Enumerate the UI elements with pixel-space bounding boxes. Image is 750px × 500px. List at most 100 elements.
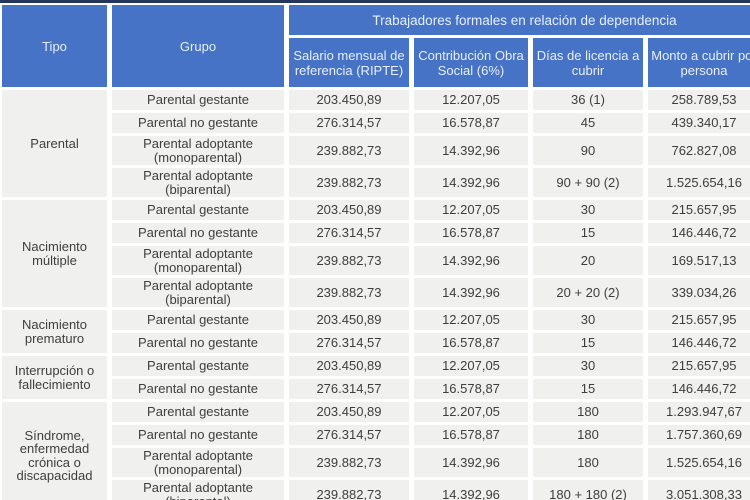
table-row: Parental adoptante (biparental) 239.882,… xyxy=(2,168,750,197)
table-row: Parental no gestante 276.314,57 16.578,8… xyxy=(2,425,750,445)
monto-cell: 146.446,72 xyxy=(648,379,750,399)
grupo-cell: Parental adoptante (biparental) xyxy=(112,278,284,307)
dias-cell: 180 xyxy=(533,425,643,445)
header-dias-licencia: Días de licencia a cubrir xyxy=(533,38,643,87)
table-row: Parental adoptante (monoparental) 239.88… xyxy=(2,136,750,165)
top-border-line xyxy=(0,0,750,3)
monto-cell: 1.293.947,67 xyxy=(648,402,750,422)
obra-social-cell: 12.207,05 xyxy=(414,310,528,330)
obra-social-cell: 14.392,96 xyxy=(414,278,528,307)
obra-social-cell: 16.578,87 xyxy=(414,223,528,243)
salario-cell: 239.882,73 xyxy=(289,246,409,275)
grupo-cell: Parental gestante xyxy=(112,200,284,220)
obra-social-cell: 14.392,96 xyxy=(414,246,528,275)
grupo-cell: Parental no gestante xyxy=(112,223,284,243)
dias-cell: 30 xyxy=(533,310,643,330)
salario-cell: 276.314,57 xyxy=(289,223,409,243)
dias-cell: 15 xyxy=(533,333,643,353)
dias-cell: 30 xyxy=(533,200,643,220)
obra-social-cell: 12.207,05 xyxy=(414,90,528,110)
dias-cell: 180 + 180 (2) xyxy=(533,480,643,500)
grupo-cell: Parental adoptante (biparental) xyxy=(112,480,284,500)
dias-cell: 15 xyxy=(533,379,643,399)
monto-cell: 1.757.360,69 xyxy=(648,425,750,445)
obra-social-cell: 16.578,87 xyxy=(414,425,528,445)
grupo-cell: Parental adoptante (monoparental) xyxy=(112,448,284,477)
tipo-cell-sindrome-enfermedad: Síndrome, enfermedad crónica o discapaci… xyxy=(2,402,107,500)
salario-cell: 276.314,57 xyxy=(289,379,409,399)
tipo-cell-nacimiento-prematuro: Nacimiento prematuro xyxy=(2,310,107,353)
monto-cell: 169.517,13 xyxy=(648,246,750,275)
header-grupo: Grupo xyxy=(112,5,284,87)
obra-social-cell: 12.207,05 xyxy=(414,402,528,422)
obra-social-cell: 14.392,96 xyxy=(414,480,528,500)
obra-social-cell: 14.392,96 xyxy=(414,448,528,477)
obra-social-cell: 16.578,87 xyxy=(414,379,528,399)
grupo-cell: Parental adoptante (monoparental) xyxy=(112,246,284,275)
salario-cell: 203.450,89 xyxy=(289,310,409,330)
monto-cell: 146.446,72 xyxy=(648,223,750,243)
monto-cell: 339.034,26 xyxy=(648,278,750,307)
grupo-cell: Parental gestante xyxy=(112,90,284,110)
table-row: Parental no gestante 276.314,57 16.578,8… xyxy=(2,333,750,353)
dias-cell: 90 + 90 (2) xyxy=(533,168,643,197)
monto-cell: 1.525.654,16 xyxy=(648,448,750,477)
dias-cell: 20 xyxy=(533,246,643,275)
salario-cell: 239.882,73 xyxy=(289,168,409,197)
tipo-cell-nacimiento-multiple: Nacimiento múltiple xyxy=(2,200,107,307)
grupo-cell: Parental no gestante xyxy=(112,113,284,133)
salario-cell: 203.450,89 xyxy=(289,402,409,422)
grupo-cell: Parental gestante xyxy=(112,402,284,422)
salario-cell: 203.450,89 xyxy=(289,356,409,376)
grupo-cell: Parental no gestante xyxy=(112,425,284,445)
header-row-sub: Salario mensual de referencia (RIPTE) Co… xyxy=(2,38,750,87)
monto-cell: 1.525.654,16 xyxy=(648,168,750,197)
monto-cell: 439.340,17 xyxy=(648,113,750,133)
header-salario-ripte: Salario mensual de referencia (RIPTE) xyxy=(289,38,409,87)
salario-cell: 276.314,57 xyxy=(289,425,409,445)
salario-cell: 276.314,57 xyxy=(289,113,409,133)
salario-cell: 239.882,73 xyxy=(289,480,409,500)
table-row: Nacimiento prematuro Parental gestante 2… xyxy=(2,310,750,353)
table-row: Parental adoptante (monoparental) 239.88… xyxy=(2,246,750,275)
dias-cell: 36 (1) xyxy=(533,90,643,110)
table-row: Nacimiento múltiple Parental gestante 20… xyxy=(2,200,750,307)
table-row: Parental Parental gestante 203.450,89 12… xyxy=(2,90,750,197)
salario-cell: 239.882,73 xyxy=(289,278,409,307)
header-trabajadores-formales: Trabajadores formales en relación de dep… xyxy=(289,5,750,35)
header-monto-cubrir: Monto a cubrir por persona xyxy=(648,38,750,87)
table-row: Parental adoptante (monoparental) 239.88… xyxy=(2,448,750,477)
dias-cell: 180 xyxy=(533,448,643,477)
dias-cell: 180 xyxy=(533,402,643,422)
header-tipo: Tipo xyxy=(2,5,107,87)
table-row: Parental no gestante 276.314,57 16.578,8… xyxy=(2,113,750,133)
table-row: Síndrome, enfermedad crónica o discapaci… xyxy=(2,402,750,500)
monto-cell: 146.446,72 xyxy=(648,333,750,353)
dias-cell: 20 + 20 (2) xyxy=(533,278,643,307)
table-row: Interrupción o fallecimiento Parental ge… xyxy=(2,356,750,399)
obra-social-cell: 14.392,96 xyxy=(414,136,528,165)
monto-cell: 215.657,95 xyxy=(648,200,750,220)
dias-cell: 15 xyxy=(533,223,643,243)
grupo-cell: Parental no gestante xyxy=(112,333,284,353)
grupo-cell: Parental gestante xyxy=(112,356,284,376)
obra-social-cell: 16.578,87 xyxy=(414,333,528,353)
obra-social-cell: 12.207,05 xyxy=(414,356,528,376)
table-row: Parental no gestante 276.314,57 16.578,8… xyxy=(2,379,750,399)
salario-cell: 203.450,89 xyxy=(289,200,409,220)
table-row: Parental no gestante 276.314,57 16.578,8… xyxy=(2,223,750,243)
salario-cell: 203.450,89 xyxy=(289,90,409,110)
obra-social-cell: 16.578,87 xyxy=(414,113,528,133)
grupo-cell: Parental no gestante xyxy=(112,379,284,399)
monto-cell: 215.657,95 xyxy=(648,356,750,376)
grupo-cell: Parental adoptante (monoparental) xyxy=(112,136,284,165)
salario-cell: 239.882,73 xyxy=(289,448,409,477)
salario-cell: 239.882,73 xyxy=(289,136,409,165)
monto-cell: 215.657,95 xyxy=(648,310,750,330)
monto-cell: 258.789,53 xyxy=(648,90,750,110)
table-row: Parental adoptante (biparental) 239.882,… xyxy=(2,278,750,307)
monto-cell: 762.827,08 xyxy=(648,136,750,165)
dias-cell: 45 xyxy=(533,113,643,133)
